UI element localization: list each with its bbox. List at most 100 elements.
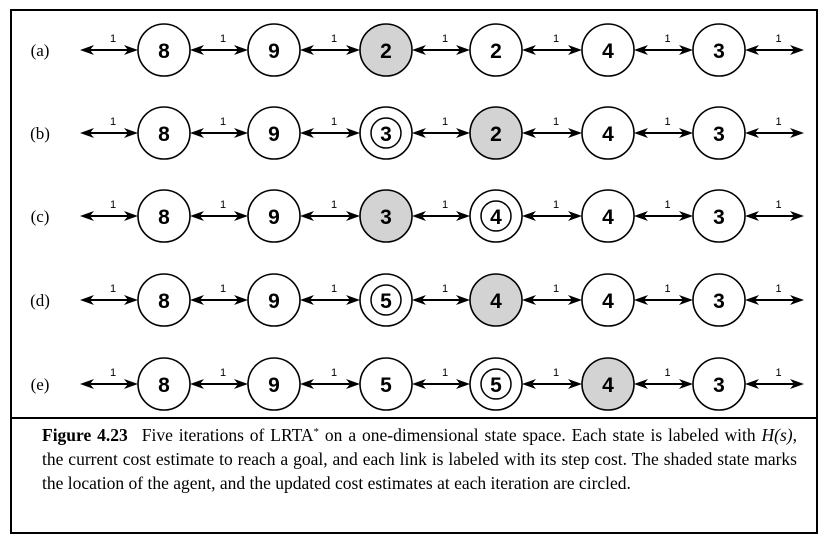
arrowhead-left <box>634 379 648 389</box>
state-circle <box>692 357 746 411</box>
state-circle <box>137 189 191 243</box>
state-circle <box>137 357 191 411</box>
state-circle <box>137 23 191 77</box>
lrta-diagram: (a) 1 1 1 1 1 1 1 8 9 2 2 4 3 (b) 1 1 1 1 1 1 1 8 9 3 2 4 3 (c) 1 1 1 1 1… <box>30 23 804 411</box>
state-node: 5 <box>469 357 523 411</box>
figure-label: Figure 4.23 <box>42 425 128 445</box>
state-value: 5 <box>380 290 392 313</box>
arrowhead-left <box>80 211 94 221</box>
state-value: 8 <box>158 40 170 63</box>
link-cost-label: 1 <box>442 367 448 379</box>
state-circle <box>692 189 746 243</box>
arrowhead-left <box>190 211 204 221</box>
state-circle <box>247 357 301 411</box>
arrowhead-left <box>745 379 759 389</box>
state-node: 4 <box>581 273 635 327</box>
arrowhead-right <box>124 45 138 55</box>
agent-state-circle <box>359 23 413 77</box>
state-value: 9 <box>268 40 280 63</box>
state-node: 2 <box>469 106 523 160</box>
state-node: 3 <box>692 357 746 411</box>
state-node: 3 <box>692 189 746 243</box>
state-node: 5 <box>359 357 413 411</box>
state-value: 4 <box>490 290 502 313</box>
link-cost-label: 1 <box>664 283 670 295</box>
link-cost-label: 1 <box>775 199 781 211</box>
state-value: 4 <box>602 206 614 229</box>
arrowhead-left <box>522 45 536 55</box>
state-node: 3 <box>692 106 746 160</box>
arrowhead-left <box>522 128 536 138</box>
arrowhead-left <box>300 211 314 221</box>
row-e: (e) 1 1 1 1 1 1 1 8 9 5 5 4 3 <box>31 357 804 411</box>
state-node: 9 <box>247 273 301 327</box>
state-circle <box>581 189 635 243</box>
link-cost-label: 1 <box>220 33 226 45</box>
link-cost-label: 1 <box>442 283 448 295</box>
state-value: 2 <box>490 123 502 146</box>
state-value: 3 <box>713 374 725 397</box>
updated-estimate-ring <box>370 284 402 316</box>
row-label: (e) <box>31 375 50 394</box>
state-value: 4 <box>602 40 614 63</box>
arrowhead-left <box>80 128 94 138</box>
arrowhead-left <box>412 211 426 221</box>
state-circle <box>359 273 413 327</box>
row-label: (d) <box>30 291 50 310</box>
arrowhead-right <box>679 211 693 221</box>
link-cost-label: 1 <box>110 116 116 128</box>
link-cost-label: 1 <box>331 116 337 128</box>
agent-state-circle <box>469 106 523 160</box>
link-cost-label: 1 <box>331 367 337 379</box>
arrowhead-left <box>300 45 314 55</box>
state-node: 4 <box>581 357 635 411</box>
arrowhead-right <box>790 45 804 55</box>
state-value: 3 <box>380 206 392 229</box>
link-cost-label: 1 <box>553 283 559 295</box>
state-node: 9 <box>247 357 301 411</box>
arrowhead-right <box>346 211 360 221</box>
state-value: 3 <box>713 206 725 229</box>
arrowhead-right <box>679 128 693 138</box>
state-circle <box>247 23 301 77</box>
link-cost-label: 1 <box>220 199 226 211</box>
arrowhead-left <box>412 379 426 389</box>
arrowhead-left <box>80 379 94 389</box>
arrowhead-left <box>634 45 648 55</box>
updated-estimate-ring <box>370 117 402 149</box>
arrowhead-left <box>634 295 648 305</box>
link-cost-label: 1 <box>775 116 781 128</box>
arrowhead-left <box>412 295 426 305</box>
arrowhead-left <box>745 295 759 305</box>
row-c: (c) 1 1 1 1 1 1 1 8 9 3 4 4 3 <box>31 189 804 243</box>
state-value: 9 <box>268 123 280 146</box>
link-cost-label: 1 <box>442 33 448 45</box>
state-circle <box>359 106 413 160</box>
row-label: (a) <box>31 41 50 60</box>
link-cost-label: 1 <box>220 367 226 379</box>
arrowhead-right <box>456 45 470 55</box>
arrowhead-left <box>522 379 536 389</box>
caption-text-3: , the current cost estimate to reach a g… <box>42 425 797 493</box>
arrowhead-right <box>346 128 360 138</box>
state-node: 3 <box>692 273 746 327</box>
row-a: (a) 1 1 1 1 1 1 1 8 9 2 2 4 3 <box>31 23 804 77</box>
state-value: 9 <box>268 290 280 313</box>
arrowhead-left <box>80 295 94 305</box>
state-value: 8 <box>158 123 170 146</box>
link-cost-label: 1 <box>775 283 781 295</box>
state-node: 4 <box>469 273 523 327</box>
updated-estimate-ring <box>480 200 512 232</box>
link-cost-label: 1 <box>331 33 337 45</box>
state-circle <box>247 106 301 160</box>
row-d: (d) 1 1 1 1 1 1 1 8 9 5 4 4 3 <box>30 273 804 327</box>
row-b: (b) 1 1 1 1 1 1 1 8 9 3 2 4 3 <box>30 106 804 160</box>
link-cost-label: 1 <box>220 116 226 128</box>
state-circle <box>247 273 301 327</box>
link-cost-label: 1 <box>553 199 559 211</box>
arrowhead-right <box>124 128 138 138</box>
state-node: 5 <box>359 273 413 327</box>
arrowhead-right <box>346 45 360 55</box>
arrowhead-right <box>234 295 248 305</box>
state-circle <box>137 106 191 160</box>
